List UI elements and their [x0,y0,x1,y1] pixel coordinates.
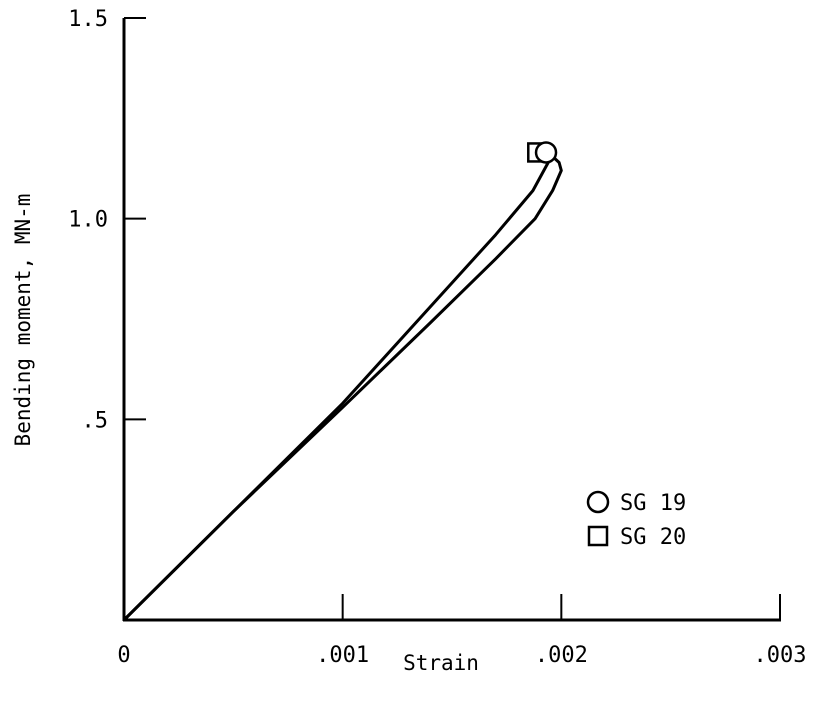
markers [527,141,558,164]
legend-marker-sg-19 [586,490,610,514]
series-line-sg-20 [122,151,550,622]
x-tick-label: .003 [754,643,807,668]
legend-marker-sg-20 [587,525,609,547]
legend-label-sg-19: SG 19 [620,491,686,516]
series-lines [122,151,563,622]
x-tick-label: .002 [535,643,588,668]
y-axis-label: Bending moment, MN-m [11,194,35,447]
x-tick-label: .001 [316,643,369,668]
x-tick-label: 0 [117,643,130,668]
legend: SG 19 SG 20 [586,490,686,550]
x-axis-label: Strain [403,651,479,675]
y-tick-label: 1.0 [68,208,108,233]
tick-labels: 0 .001 .002 .003 .5 1.0 1.5 [68,7,806,668]
y-tick-label: 1.5 [68,7,108,32]
ticks [124,17,781,620]
series-line-sg-19 [122,151,563,622]
legend-label-sg-20: SG 20 [620,525,686,550]
axes [122,18,781,622]
y-tick-label: .5 [82,408,109,433]
end-marker-sg-19 [534,141,558,164]
